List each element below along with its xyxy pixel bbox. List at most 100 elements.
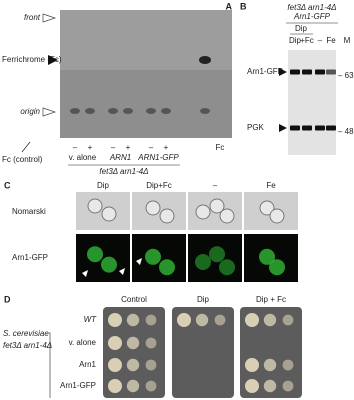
- band: [290, 69, 300, 75]
- strain-label: ARN1: [109, 153, 131, 162]
- condition-label: Dip: [197, 295, 210, 304]
- arrowhead: [136, 258, 142, 265]
- front-label: front: [24, 13, 41, 22]
- fc-arrow: [48, 55, 58, 65]
- colony-spot: [263, 358, 277, 372]
- row-label: PGK: [247, 123, 265, 132]
- blot: [288, 50, 336, 155]
- colony-spot: [177, 313, 191, 327]
- lane-label: Fe: [326, 36, 336, 45]
- origin-spot: [146, 108, 156, 114]
- genotype-label: fet3Δ arn1-4Δ: [3, 341, 52, 350]
- lane-sign: –: [73, 143, 78, 152]
- lane-sign: +: [88, 143, 93, 152]
- colony-spot: [145, 314, 157, 326]
- colony-spot: [282, 359, 294, 371]
- row-label: Arn1-GFP: [12, 253, 48, 262]
- colony-spot: [245, 313, 259, 327]
- ferrichrome-label: Ferrichrome (Fc): [2, 55, 62, 64]
- gfp-cell: [101, 256, 117, 273]
- condition-label: Control: [121, 295, 147, 304]
- control-label: Fc (control): [2, 155, 43, 164]
- strain-label: Arn1: [79, 360, 96, 369]
- panel-label: A: [226, 1, 233, 11]
- panel-label: C: [4, 180, 11, 190]
- genotype-label: fet3Δ arn1-4Δ: [287, 3, 336, 12]
- colony-spot: [126, 336, 140, 350]
- colony-spot: [108, 379, 122, 393]
- colony-spot: [195, 313, 209, 327]
- colony-spot: [282, 314, 294, 326]
- group-label: Dip: [295, 24, 308, 33]
- origin-label: origin: [20, 107, 40, 116]
- dic-cell: [269, 208, 285, 224]
- strain-label: Arn1-GFP: [60, 381, 96, 390]
- band: [290, 125, 300, 131]
- origin-spot: [108, 108, 118, 114]
- species-label: S. cerevisiae: [3, 329, 49, 338]
- colony-spot: [126, 358, 140, 372]
- lane-sign: +: [126, 143, 131, 152]
- colony-spot: [282, 380, 294, 392]
- dic-cell: [101, 206, 117, 222]
- column-label: Fe: [266, 181, 276, 190]
- gfp-cell: [87, 246, 103, 263]
- gfp-cell: [195, 254, 211, 270]
- colony-spot: [145, 359, 157, 371]
- size-label: – 63: [338, 71, 354, 80]
- row-label: Arn1-GFP: [247, 67, 283, 76]
- colony-spot: [108, 313, 122, 327]
- genotype-label: fet3Δ arn1-4Δ: [99, 167, 148, 176]
- origin-spot: [85, 108, 95, 114]
- lane-sign: +: [164, 143, 169, 152]
- colony-spot: [145, 380, 157, 392]
- origin-spot: [200, 108, 210, 114]
- gfp-cell: [209, 246, 225, 263]
- colony-spot: [108, 358, 122, 372]
- dic-cell: [219, 208, 235, 224]
- lane-sign: –: [149, 143, 154, 152]
- gfp-cell: [219, 259, 235, 276]
- column-label: –: [213, 181, 218, 190]
- colony-spot: [245, 379, 259, 393]
- colony-spot: [245, 358, 259, 372]
- row-label: Nomarski: [12, 207, 46, 216]
- lane-label: +Fc: [300, 36, 314, 45]
- band-arrow: [279, 68, 287, 76]
- origin-spot: [70, 108, 80, 114]
- panel-label: B: [240, 1, 247, 11]
- lane-sign: –: [111, 143, 116, 152]
- colony-spot: [214, 314, 226, 326]
- lane-label: –: [318, 36, 323, 45]
- band-arrow: [279, 124, 287, 132]
- band: [326, 125, 336, 131]
- plate: [240, 307, 302, 398]
- panel-label: D: [4, 294, 11, 304]
- strain-label: v. alone: [69, 338, 97, 347]
- plate: [172, 307, 234, 398]
- colony-spot: [263, 313, 277, 327]
- colony-spot: [108, 336, 122, 350]
- gfp-cell: [259, 248, 275, 265]
- front-arrow: [42, 13, 57, 23]
- band: [302, 69, 312, 75]
- band: [315, 69, 325, 75]
- gfp-cell: [269, 259, 285, 276]
- construct-label: Arn1-GFP: [293, 12, 331, 21]
- dic-cell: [195, 204, 211, 220]
- column-label: Dip: [97, 181, 110, 190]
- rule: [21, 141, 31, 153]
- arrowhead: [119, 268, 125, 275]
- band: [302, 125, 312, 131]
- origin-arrow: [42, 107, 57, 117]
- plate: [103, 307, 165, 398]
- band: [326, 69, 336, 75]
- colony-spot: [126, 313, 140, 327]
- dic-cell: [145, 200, 161, 216]
- size-label: – 48: [338, 127, 354, 136]
- dic-cell: [209, 198, 225, 214]
- wt-label: WT: [84, 315, 98, 324]
- gfp-cell: [159, 259, 175, 276]
